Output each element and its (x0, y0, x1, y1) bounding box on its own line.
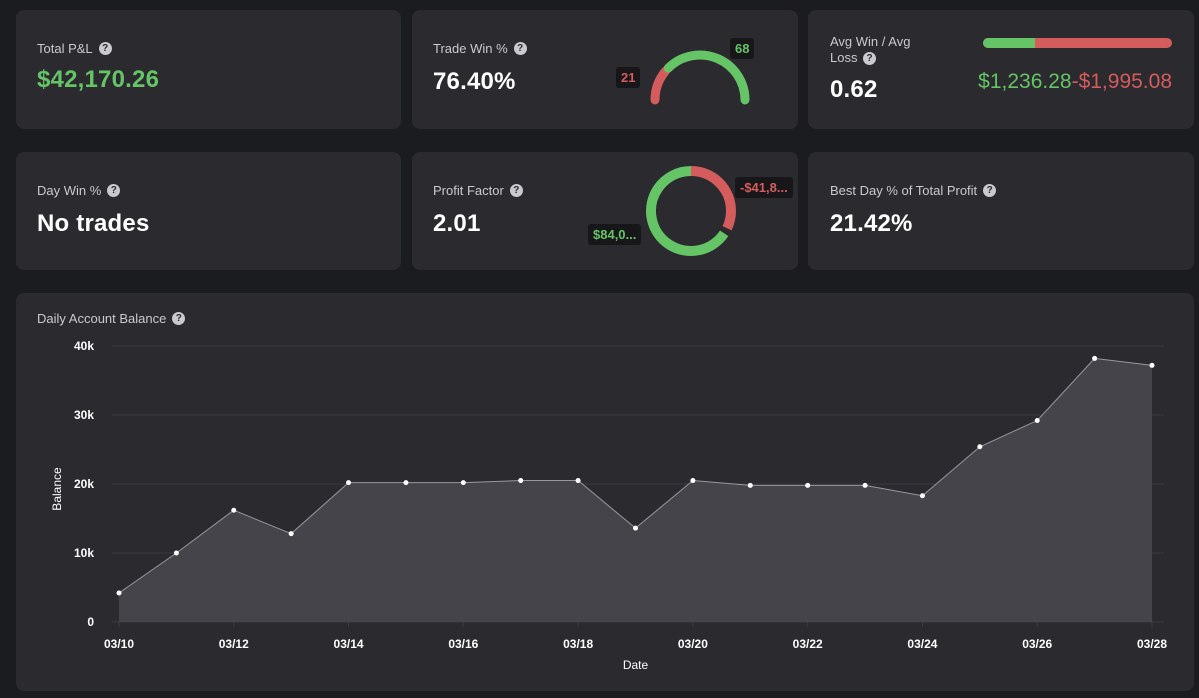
profit-factor-card: Profit Factor ? 2.01 $84,0... -$41,8... (412, 152, 798, 270)
gauge-win-arc (663, 50, 750, 105)
profit-factor-value: 2.01 (433, 210, 481, 237)
balance-point (862, 482, 868, 488)
x-tick-label: 03/18 (563, 637, 593, 651)
question-circle-icon[interactable]: ? (98, 42, 112, 55)
best-day-label-row: Best Day % of Total Profit ? (830, 183, 997, 199)
x-tick-label: 03/22 (793, 637, 823, 651)
donut-loss-arc (646, 166, 736, 256)
gross-loss-label: -$41,8... (735, 177, 793, 198)
question-circle-icon[interactable]: ? (513, 42, 527, 55)
daily-balance-chart: 0 10k 20k 30k 40k 03/10 03/12 03/14 03/16 03/18 03… (50, 339, 1167, 672)
balance-area (119, 358, 1152, 622)
best-day-card: Best Day % of Total Profit ? 21.42% (808, 152, 1194, 270)
profit-factor-label-row: Profit Factor ? (433, 183, 523, 199)
avg-loss-amount: -$1,995.08 (1071, 70, 1172, 93)
x-tick-label: 03/10 (104, 637, 134, 651)
x-tick-label: 03/28 (1137, 637, 1167, 651)
win-loss-ratio-bar (983, 38, 1172, 48)
total-pnl-label-row: Total P&L ? (37, 41, 112, 57)
x-tick-label: 03/16 (448, 637, 478, 651)
balance-point (173, 550, 179, 556)
y-tick-label: 30k (74, 408, 94, 422)
best-day-value: 21.42% (830, 210, 913, 237)
question-circle-icon[interactable]: ? (983, 184, 997, 197)
day-win-label-row: Day Win % ? (37, 183, 121, 199)
avg-win-loss-value: 0.62 (830, 76, 878, 103)
y-tick-label: 20k (74, 477, 94, 491)
question-circle-icon[interactable]: ? (863, 52, 876, 65)
balance-point (460, 480, 466, 486)
trade-loss-count: 21 (616, 67, 641, 88)
profit-factor-donut (646, 166, 736, 256)
gross-profit-label: $84,0... (588, 224, 642, 245)
day-win-value: No trades (37, 210, 150, 237)
avg-win-loss-label: Avg Win / Avg Loss (830, 34, 911, 65)
gauge-loss-arc (650, 66, 670, 105)
y-tick-label: 10k (74, 546, 94, 560)
question-circle-icon[interactable]: ? (172, 312, 186, 325)
total-pnl-card: Total P&L ? $42,170.26 (16, 10, 401, 129)
balance-point (633, 525, 638, 531)
balance-point (805, 482, 811, 488)
daily-balance-label-row: Daily Account Balance ? (37, 311, 186, 327)
profit-factor-label: Profit Factor (433, 183, 504, 198)
question-circle-icon[interactable]: ? (107, 184, 121, 197)
avg-win-loss-card: Avg Win / Avg Loss ? 0.62 $1,236.28-$1,9… (808, 10, 1194, 129)
y-axis-label: Balance (50, 467, 64, 511)
trade-win-label: Trade Win % (433, 41, 508, 56)
balance-point (403, 480, 409, 486)
trade-win-value: 76.40% (433, 68, 516, 95)
trade-win-count: 68 (730, 38, 755, 59)
balance-point (116, 590, 122, 596)
balance-point (231, 507, 237, 513)
x-tick-label: 03/26 (1022, 637, 1052, 651)
balance-point (1149, 362, 1155, 368)
balance-point (518, 478, 524, 484)
daily-balance-title: Daily Account Balance (37, 311, 167, 326)
y-tick-label: 40k (74, 339, 94, 353)
donut-profit-arc (646, 166, 736, 256)
x-tick-label: 03/20 (678, 637, 708, 651)
balance-point (919, 493, 925, 499)
trade-win-card: Trade Win % ? 76.40% 21 68 (412, 10, 798, 129)
day-win-card: Day Win % ? No trades (16, 152, 401, 270)
y-tick-label: 0 (87, 615, 94, 629)
trade-win-gauge (650, 50, 750, 105)
balance-point (690, 478, 696, 484)
best-day-label: Best Day % of Total Profit (830, 183, 978, 198)
balance-point (1034, 418, 1040, 424)
win-ratio-fill (983, 38, 1036, 48)
balance-point (747, 482, 753, 488)
avg-amounts: $1,236.28-$1,995.08 (978, 70, 1172, 94)
trade-win-label-row: Trade Win % ? (433, 41, 527, 57)
balance-point (575, 478, 581, 484)
balance-point (346, 480, 352, 486)
x-tick-label: 03/24 (907, 637, 937, 651)
question-circle-icon[interactable]: ? (509, 184, 523, 197)
total-pnl-label: Total P&L (37, 41, 93, 56)
avg-win-loss-label-row: Avg Win / Avg Loss (830, 34, 940, 66)
balance-point (288, 531, 294, 537)
x-tick-label: 03/12 (219, 637, 249, 651)
x-axis-label: Date (623, 658, 649, 672)
x-tick-label: 03/14 (334, 637, 364, 651)
total-pnl-value: $42,170.26 (37, 66, 160, 93)
balance-point (977, 444, 983, 450)
daily-balance-card: Daily Account Balance ? 0 10k 20k 30k 40k 03/… (16, 293, 1194, 691)
balance-point (1092, 355, 1098, 361)
day-win-label: Day Win % (37, 183, 102, 198)
avg-win-amount: $1,236.28 (978, 70, 1072, 93)
